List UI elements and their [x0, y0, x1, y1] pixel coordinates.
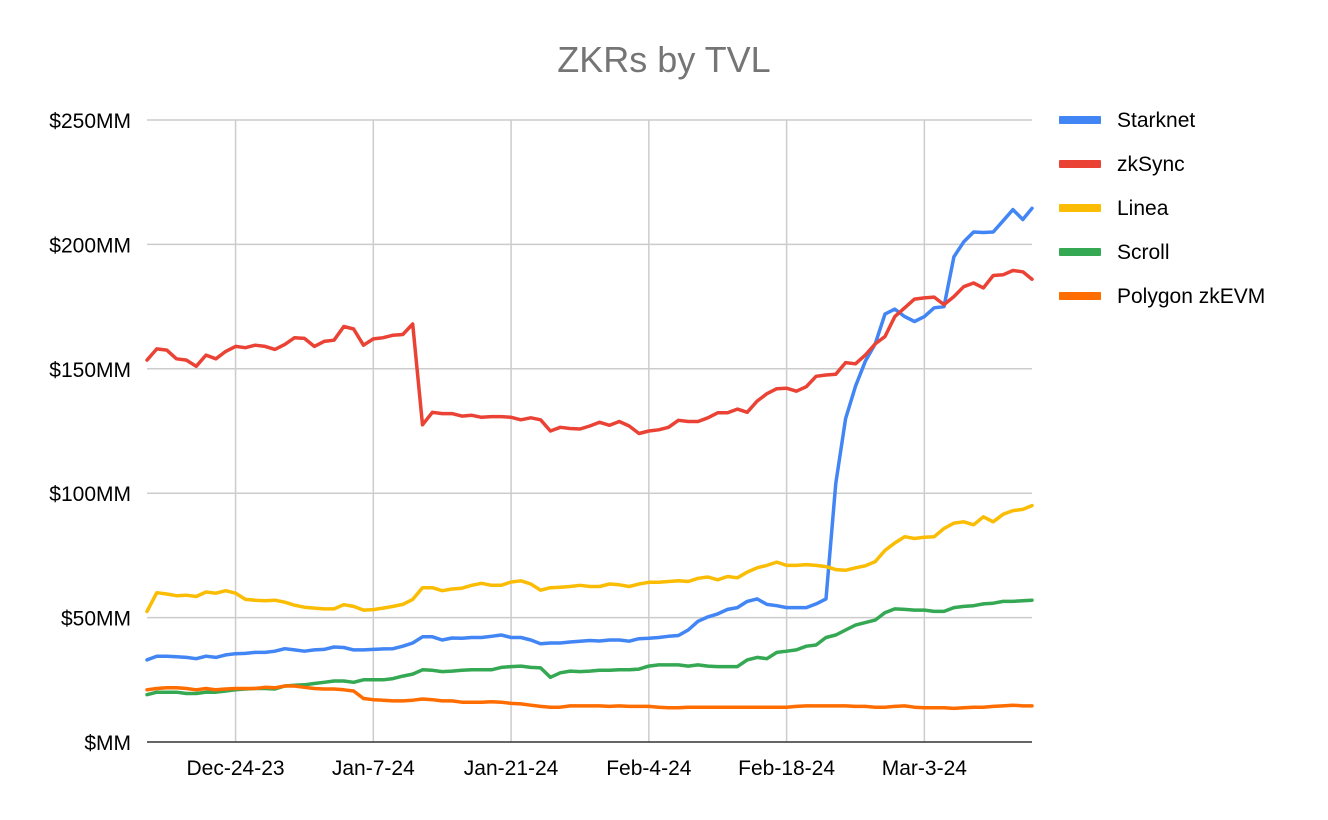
series-line-linea — [145, 503, 1034, 614]
legend-swatch — [1059, 160, 1101, 168]
legend-label: Linea — [1117, 197, 1169, 220]
y-tick-label: $250MM — [49, 110, 131, 133]
gridlines — [147, 119, 1032, 743]
legend-label: zkSync — [1117, 153, 1185, 176]
legend-item-zksync[interactable]: zkSync — [1059, 153, 1185, 176]
legend-item-starknet[interactable]: Starknet — [1059, 109, 1195, 132]
y-axis-tick-labels: $MM $50MM $100MM $150MM $200MM $250MM — [49, 110, 131, 755]
series-line-zksync — [145, 268, 1034, 436]
legend-swatch — [1059, 248, 1101, 256]
x-tick-label: Dec-24-23 — [187, 757, 285, 780]
x-tick-label: Jan-7-24 — [332, 757, 415, 780]
x-tick-label: Feb-18-24 — [738, 757, 835, 780]
legend-label: Scroll — [1117, 241, 1170, 264]
x-axis-tick-labels: Dec-24-23 Jan-7-24 Jan-21-24 Feb-4-24 Feb-18… — [187, 757, 968, 780]
legend-label: Polygon zkEVM — [1117, 285, 1265, 308]
legend-label: Starknet — [1117, 109, 1195, 132]
legend-swatch — [1059, 292, 1101, 300]
x-tick-label: Jan-21-24 — [464, 757, 559, 780]
series-line-scroll — [145, 598, 1034, 697]
y-tick-label: $MM — [84, 732, 131, 755]
y-tick-label: $50MM — [61, 608, 131, 631]
series-lines — [145, 206, 1034, 711]
legend-item-scroll[interactable]: Scroll — [1059, 241, 1170, 264]
y-tick-label: $200MM — [49, 234, 131, 257]
series-line-starknet — [145, 206, 1034, 662]
series-line-polygon-zkevm — [145, 684, 1034, 711]
chart-title: ZKRs by TVL — [557, 39, 770, 80]
legend-swatch — [1059, 204, 1101, 212]
x-tick-label: Mar-3-24 — [882, 757, 968, 780]
y-tick-label: $150MM — [49, 359, 131, 382]
y-tick-label: $100MM — [49, 483, 131, 506]
legend-swatch — [1059, 116, 1101, 124]
legend-item-linea[interactable]: Linea — [1059, 197, 1169, 220]
legend: Starknet zkSync Linea Scroll Polygon zkEVM — [1059, 109, 1265, 308]
x-tick-label: Feb-4-24 — [606, 757, 692, 780]
legend-item-polygon-zkevm[interactable]: Polygon zkEVM — [1059, 285, 1265, 308]
